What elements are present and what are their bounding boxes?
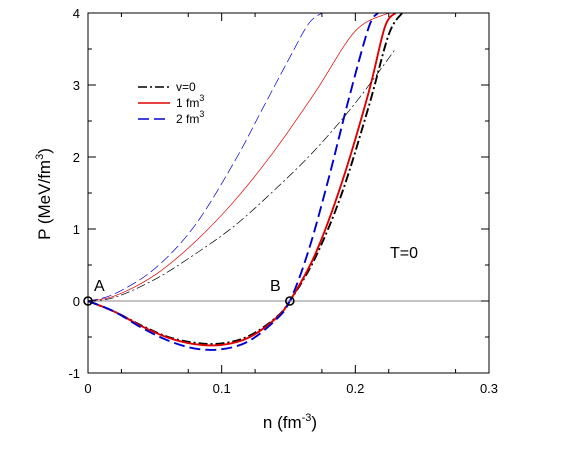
series-line-2: [88, 13, 379, 351]
series-line-4: [88, 13, 389, 302]
marker-point-b: [285, 296, 295, 306]
y-tick-label-3: 2: [73, 150, 80, 165]
series-line-3: [88, 48, 396, 302]
x-tick-label-1: 0.1: [213, 381, 231, 396]
y-tick-label-4: 3: [73, 78, 80, 93]
point-a-label: A: [94, 278, 105, 295]
x-tick-label-3: 0.3: [480, 381, 498, 396]
y-tick-label-1: 0: [73, 294, 80, 309]
legend-label-2: 2 fm3: [176, 109, 204, 126]
y-tick-label-2: 1: [73, 222, 80, 237]
series-layer: [88, 13, 403, 351]
x-tick-label-2: 0.2: [346, 381, 364, 396]
point-b-label: B: [270, 278, 281, 295]
x-tick-label-0: 0: [84, 381, 91, 396]
series-line-5: [88, 13, 323, 302]
legend-label-1: 1 fm3: [176, 93, 204, 110]
plot-area-frame: [87, 12, 490, 374]
series-line-0: [88, 13, 403, 345]
series-line-1: [88, 13, 397, 347]
y-axis-title: P (MeV/fm3): [34, 148, 54, 240]
axis-ticks: [87, 12, 490, 374]
legend-label-0: v=0: [176, 80, 196, 94]
y-tick-label-5: 4: [73, 6, 80, 21]
y-tick-label-0: -1: [68, 366, 80, 381]
temperature-annotation: T=0: [390, 245, 418, 262]
x-axis-title: n (fm-3): [263, 412, 317, 432]
marker-point-a: [83, 296, 93, 306]
tick-labels: 0 0.1 0.2 0.3 -1 0 1 2 3 4: [68, 6, 498, 396]
marked-points: [83, 296, 295, 306]
